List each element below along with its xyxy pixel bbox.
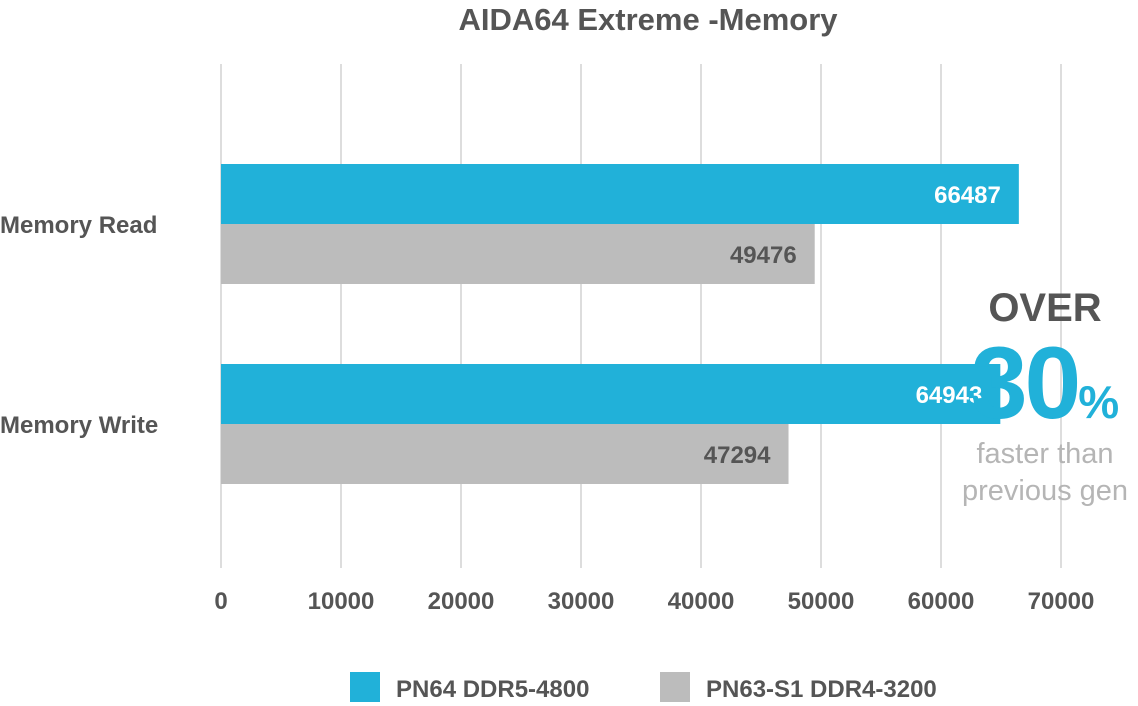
bar-value-label: 47294	[704, 442, 771, 469]
bar-value-label: 49476	[730, 242, 797, 269]
callout-percent: 30%	[940, 332, 1138, 434]
bar	[221, 364, 1001, 424]
legend-swatch	[350, 672, 380, 702]
grid-lines	[220, 64, 1062, 568]
x-tick-label: 30000	[548, 588, 615, 615]
callout-line-previous-gen: previous gen	[961, 475, 1129, 507]
bar	[221, 424, 789, 484]
category-label: Memory Write	[0, 412, 158, 439]
bar-value-label: 66487	[934, 182, 1001, 209]
bar-value-label: 64943	[916, 382, 983, 409]
legend-label: PN63-S1 DDR4-3200	[706, 676, 937, 703]
x-tick-label: 20000	[428, 588, 495, 615]
callout-over: OVER	[988, 286, 1102, 330]
x-tick-label: 60000	[908, 588, 975, 615]
callout-percent-sign: %	[1078, 376, 1120, 428]
x-tick-label: 40000	[668, 588, 735, 615]
bars	[221, 164, 1019, 484]
legend-label: PN64 DDR5-4800	[396, 676, 589, 703]
callout-line-faster: faster than	[976, 438, 1114, 470]
x-tick-label: 50000	[788, 588, 855, 615]
x-tick-label: 70000	[1028, 588, 1095, 615]
callout-number: 30	[970, 326, 1081, 440]
legend-swatch	[660, 672, 690, 702]
category-label: Memory Read	[0, 212, 157, 239]
bar	[221, 164, 1019, 224]
x-tick-label: 10000	[308, 588, 375, 615]
chart-title: AIDA64 Extreme -Memory	[458, 2, 838, 37]
labels: 0 10000 20000 30000 40000 50000 60000 70000 6648…	[0, 182, 1094, 615]
x-tick-label: 0	[214, 588, 227, 615]
legend: PN64 DDR5-4800 PN63-S1 DDR4-3200	[350, 672, 937, 703]
bar	[221, 224, 815, 284]
